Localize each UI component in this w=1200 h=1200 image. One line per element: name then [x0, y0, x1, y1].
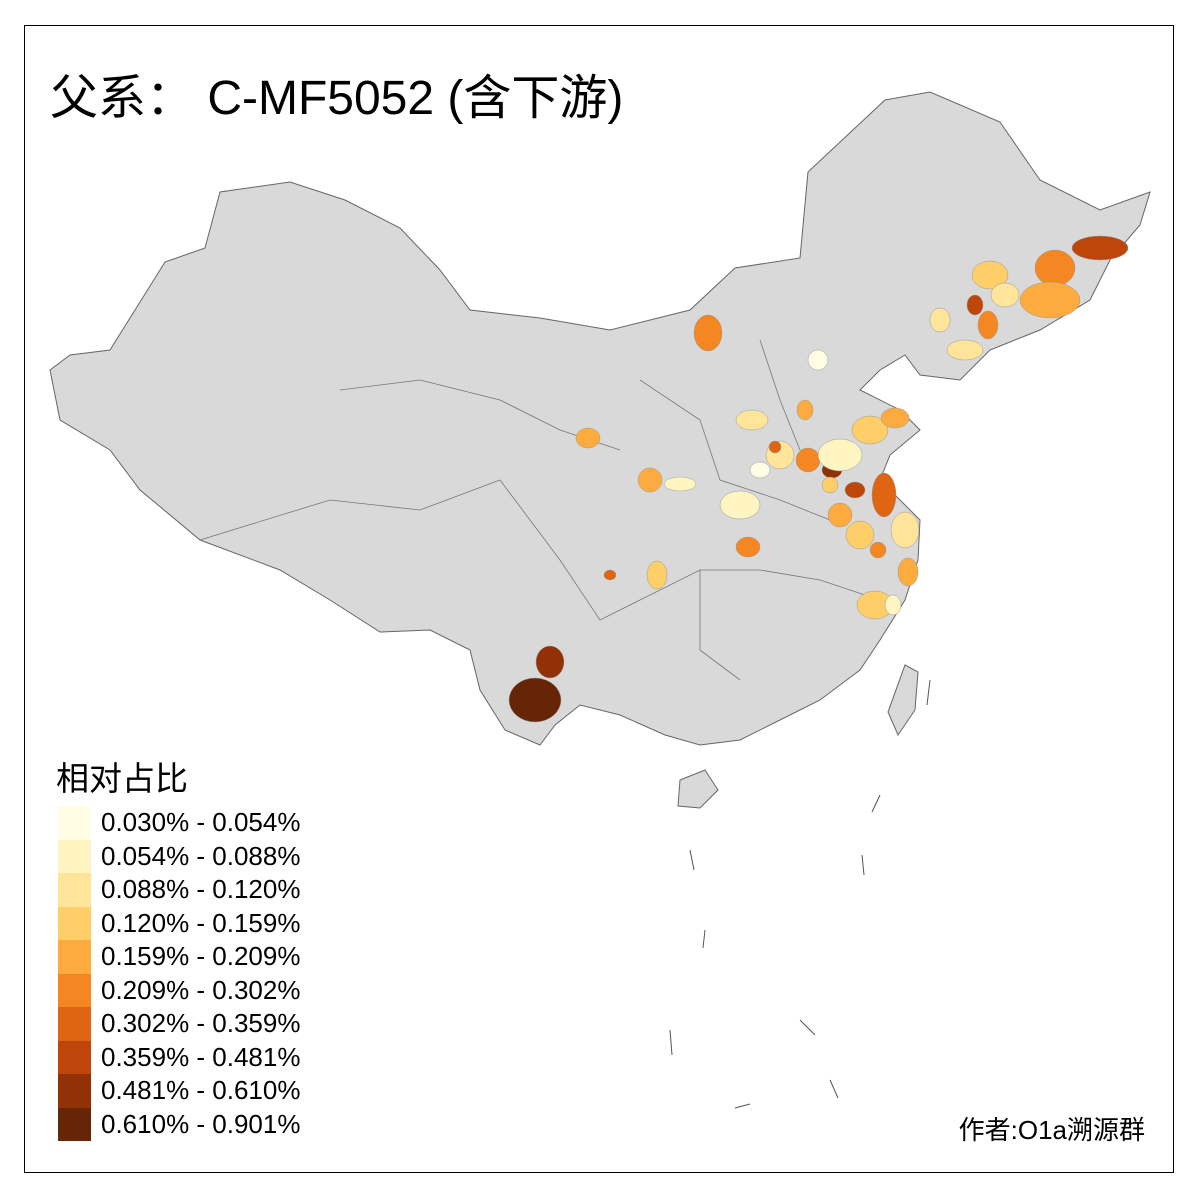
legend-item: 0.209% - 0.302%	[58, 973, 301, 1007]
legend-item: 0.610% - 0.901%	[58, 1107, 301, 1141]
region-fill	[749, 461, 771, 479]
region-fill	[693, 314, 723, 352]
legend-swatch	[58, 806, 91, 840]
legend-swatch	[58, 1074, 91, 1108]
hainan	[677, 769, 719, 809]
legend-swatch	[58, 1040, 91, 1074]
author-credit: 作者:O1a溯源群	[958, 1115, 1145, 1145]
region-fill	[977, 310, 999, 340]
region-fill	[735, 409, 769, 431]
region-fill	[880, 407, 910, 429]
region-fill	[796, 399, 814, 421]
legend-item: 0.120% - 0.159%	[58, 906, 301, 940]
legend-label: 0.159% - 0.209%	[101, 941, 301, 972]
region-fill	[1034, 249, 1076, 287]
legend-label: 0.302% - 0.359%	[101, 1008, 301, 1039]
region-fill	[929, 307, 951, 333]
legend-label: 0.120% - 0.159%	[101, 907, 301, 938]
region-fill	[817, 438, 863, 472]
region-fill	[890, 511, 920, 549]
legend-item: 0.359% - 0.481%	[58, 1040, 301, 1074]
legend-swatch	[58, 873, 91, 907]
legend-label: 0.610% - 0.901%	[101, 1108, 301, 1139]
region-fill	[807, 349, 829, 371]
legend-item: 0.481% - 0.610%	[58, 1074, 300, 1108]
region-fill	[990, 282, 1020, 308]
region-fill	[971, 260, 1009, 290]
legend-swatch	[58, 839, 91, 873]
legend-item: 0.030% - 0.054%	[58, 806, 300, 840]
legend-item: 0.054% - 0.088%	[58, 839, 301, 873]
region-fill	[735, 536, 761, 558]
region-fill	[871, 472, 897, 518]
legend-label: 0.054% - 0.088%	[101, 840, 301, 871]
colored-regions	[508, 235, 1129, 723]
legend-item: 0.159% - 0.209%	[58, 940, 300, 974]
region-fill	[535, 645, 565, 679]
legend-swatch	[58, 1107, 91, 1141]
page-title: 父系： C-MF5052 (含下游)	[50, 72, 624, 125]
region-fill	[603, 569, 617, 581]
region-fill	[827, 502, 853, 528]
region-fill	[508, 677, 562, 723]
china-mainland	[49, 91, 1151, 746]
region-fill	[845, 520, 875, 550]
region-fill	[768, 440, 782, 454]
region-fill	[637, 467, 663, 493]
region-fill	[851, 415, 889, 445]
region-fill	[869, 541, 887, 559]
legend-label: 0.088% - 0.120%	[101, 874, 301, 905]
legend-swatch	[58, 1007, 91, 1041]
region-fill	[795, 447, 821, 473]
region-fill	[966, 294, 984, 316]
region-fill	[821, 476, 839, 494]
region-fill	[897, 557, 919, 587]
south-china-sea-islands	[669, 679, 931, 1109]
region-fill	[1019, 281, 1081, 319]
taiwan	[887, 664, 919, 737]
legend-label: 0.030% - 0.054%	[101, 807, 301, 838]
legend-swatch	[58, 906, 91, 940]
legend-title: 相对占比	[56, 759, 188, 798]
region-fill	[575, 427, 601, 449]
region-fill	[646, 560, 668, 590]
region-fill	[844, 481, 866, 499]
map-frame	[24, 25, 1174, 1173]
legend-item: 0.088% - 0.120%	[58, 873, 300, 907]
legend-label: 0.481% - 0.610%	[101, 1075, 301, 1106]
region-fill	[719, 490, 761, 520]
legend-swatch	[58, 973, 91, 1007]
base-map	[49, 91, 1151, 1109]
region-fill	[946, 339, 984, 361]
legend-label: 0.209% - 0.302%	[101, 974, 301, 1005]
legend-label: 0.359% - 0.481%	[101, 1041, 301, 1072]
region-fill	[1071, 235, 1129, 261]
legend-swatch	[58, 940, 91, 974]
region-fill	[884, 594, 902, 616]
region-fill	[663, 476, 697, 492]
province-borders	[199, 339, 881, 681]
legend-item: 0.302% - 0.359%	[58, 1007, 300, 1041]
legend: 0.030% - 0.054% 0.054% - 0.088% 0.088% -…	[58, 806, 300, 1141]
